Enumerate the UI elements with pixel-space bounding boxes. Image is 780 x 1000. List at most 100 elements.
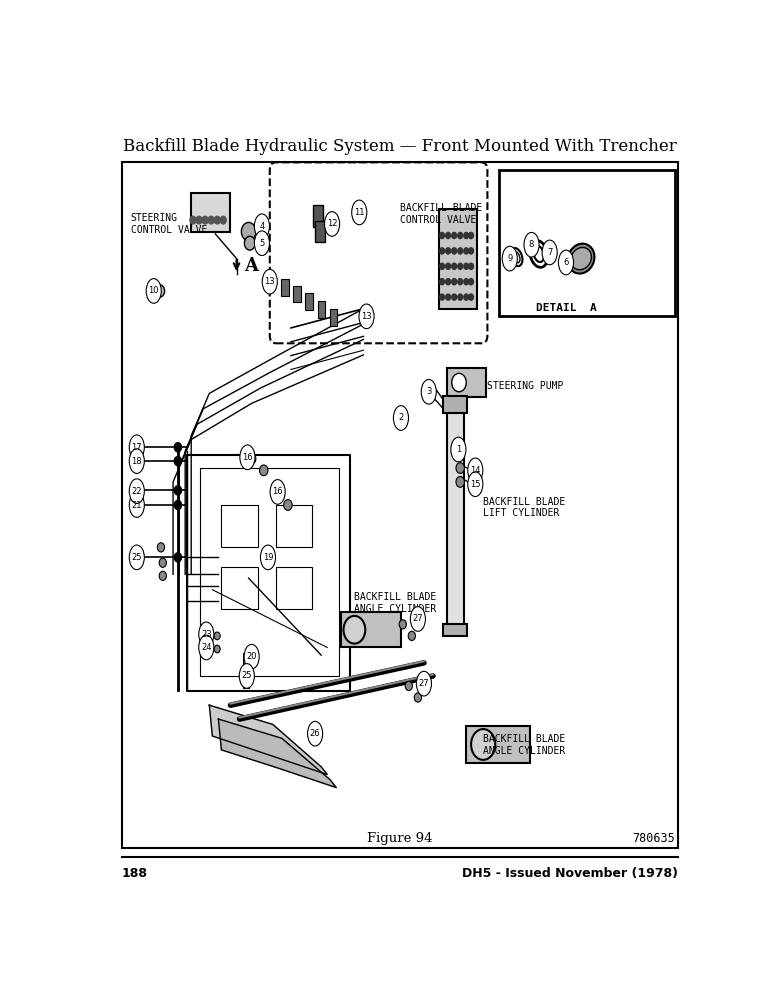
- Ellipse shape: [129, 435, 144, 460]
- Bar: [439, 209, 477, 309]
- Circle shape: [464, 232, 469, 239]
- Text: BACKFILL BLADE
ANGLE CYLINDER: BACKFILL BLADE ANGLE CYLINDER: [483, 734, 566, 756]
- Circle shape: [208, 216, 215, 224]
- Text: 13: 13: [361, 312, 372, 321]
- Text: 21: 21: [132, 500, 142, 510]
- Circle shape: [174, 456, 182, 466]
- Circle shape: [445, 279, 451, 285]
- Bar: [466, 726, 530, 763]
- Circle shape: [408, 631, 416, 641]
- Circle shape: [159, 571, 166, 580]
- Ellipse shape: [410, 607, 425, 631]
- Text: DETAIL  A: DETAIL A: [536, 303, 597, 313]
- Circle shape: [405, 681, 413, 691]
- Text: 5: 5: [259, 239, 264, 248]
- Circle shape: [275, 488, 283, 499]
- Text: 780635: 780635: [633, 832, 675, 845]
- Ellipse shape: [146, 279, 161, 303]
- Text: 26: 26: [310, 729, 321, 738]
- Circle shape: [155, 285, 165, 297]
- Circle shape: [452, 232, 456, 239]
- Circle shape: [196, 216, 202, 224]
- Circle shape: [215, 645, 220, 653]
- Ellipse shape: [307, 721, 323, 746]
- Circle shape: [158, 543, 165, 552]
- Circle shape: [440, 232, 445, 239]
- Text: 19: 19: [263, 553, 273, 562]
- Text: DH5 - Issued November (1978): DH5 - Issued November (1978): [462, 867, 678, 880]
- Text: 18: 18: [132, 457, 142, 466]
- Text: 15: 15: [470, 480, 480, 489]
- Text: 3: 3: [426, 387, 431, 396]
- Circle shape: [458, 263, 463, 269]
- Ellipse shape: [240, 445, 255, 470]
- Ellipse shape: [261, 545, 275, 570]
- Text: BACKFILL BLADE
LIFT CYLINDER: BACKFILL BLADE LIFT CYLINDER: [483, 497, 566, 518]
- Circle shape: [469, 294, 473, 300]
- Bar: [317, 301, 324, 318]
- Circle shape: [174, 443, 182, 452]
- Circle shape: [452, 279, 456, 285]
- Circle shape: [452, 263, 456, 269]
- Bar: [447, 368, 486, 397]
- Circle shape: [464, 263, 469, 269]
- Bar: [499, 170, 675, 316]
- Ellipse shape: [270, 480, 285, 504]
- Ellipse shape: [417, 671, 431, 696]
- Circle shape: [469, 232, 473, 239]
- Ellipse shape: [254, 231, 269, 256]
- Text: 10: 10: [148, 286, 159, 295]
- Circle shape: [247, 453, 256, 464]
- Bar: [293, 286, 300, 302]
- Text: 8: 8: [529, 240, 534, 249]
- Circle shape: [452, 373, 466, 392]
- Polygon shape: [209, 705, 328, 774]
- Text: 27: 27: [413, 614, 424, 623]
- Circle shape: [440, 279, 445, 285]
- Bar: [314, 205, 323, 227]
- Text: BACKFILL BLADE
CONTROL VALVE: BACKFILL BLADE CONTROL VALVE: [399, 203, 482, 225]
- Circle shape: [440, 248, 445, 254]
- Text: 23: 23: [201, 630, 211, 639]
- Ellipse shape: [558, 250, 573, 275]
- Bar: [243, 674, 249, 688]
- Ellipse shape: [324, 212, 339, 236]
- Circle shape: [260, 465, 268, 476]
- Circle shape: [174, 553, 182, 562]
- Circle shape: [456, 463, 464, 473]
- Text: 27: 27: [419, 679, 429, 688]
- Circle shape: [159, 558, 166, 567]
- Bar: [447, 405, 464, 628]
- Bar: [243, 653, 249, 667]
- Ellipse shape: [129, 493, 144, 517]
- Circle shape: [445, 294, 451, 300]
- Text: 12: 12: [327, 219, 337, 228]
- Text: 20: 20: [246, 652, 257, 661]
- Circle shape: [414, 693, 421, 702]
- Ellipse shape: [530, 241, 548, 267]
- Circle shape: [452, 294, 456, 300]
- Ellipse shape: [451, 437, 466, 462]
- Ellipse shape: [129, 479, 144, 503]
- Circle shape: [220, 216, 226, 224]
- Circle shape: [190, 216, 196, 224]
- Text: 11: 11: [354, 208, 364, 217]
- Bar: [222, 567, 257, 609]
- Circle shape: [241, 222, 256, 241]
- Circle shape: [445, 232, 451, 239]
- Bar: [315, 221, 324, 242]
- Text: 14: 14: [470, 466, 480, 475]
- Bar: [330, 309, 337, 326]
- Bar: [443, 396, 467, 413]
- Circle shape: [464, 248, 469, 254]
- Ellipse shape: [262, 269, 278, 294]
- Bar: [341, 612, 401, 647]
- Bar: [122, 162, 678, 848]
- Text: 1: 1: [456, 445, 461, 454]
- Ellipse shape: [542, 240, 557, 265]
- Text: 6: 6: [563, 258, 569, 267]
- Ellipse shape: [513, 251, 520, 263]
- Text: A: A: [244, 257, 257, 275]
- Circle shape: [284, 500, 292, 510]
- Text: 4: 4: [259, 222, 264, 231]
